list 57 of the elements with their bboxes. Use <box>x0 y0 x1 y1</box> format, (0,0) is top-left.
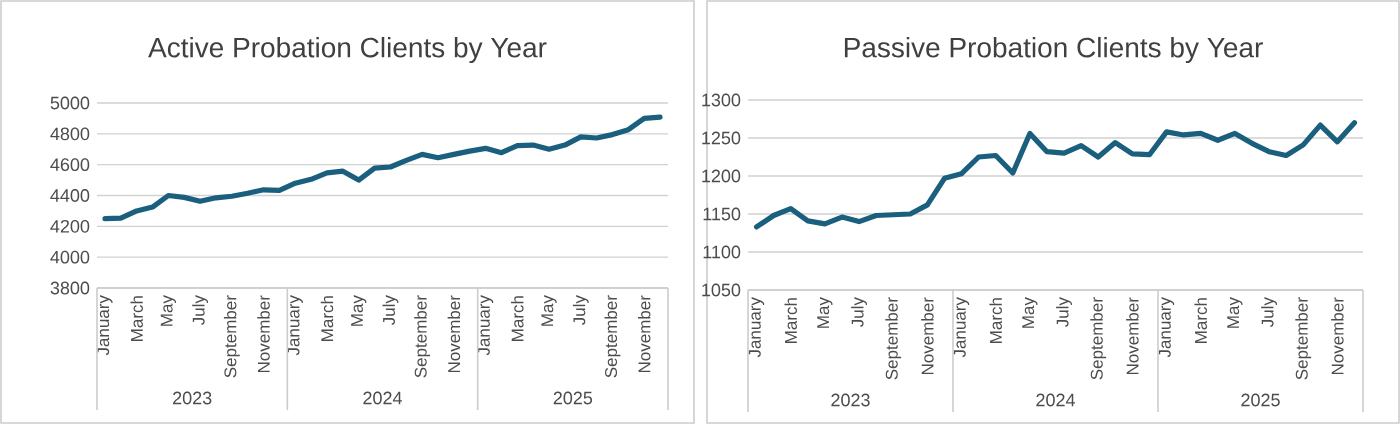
x-tick-label: September <box>414 295 431 378</box>
chart-title: Active Probation Clients by Year <box>148 36 547 64</box>
x-tick-label: July <box>1056 297 1072 328</box>
text: 2025 <box>1241 393 1280 407</box>
chart-title: Passive Probation Clients by Year <box>844 36 1263 64</box>
x-tick-label: March <box>511 296 524 341</box>
text: 2024 <box>363 391 402 405</box>
y-tick-label: 1300 <box>702 93 741 107</box>
x-tick-label: January <box>748 297 765 358</box>
x-tick-label: January <box>287 295 303 356</box>
text: 2025 <box>553 391 593 405</box>
x-tick-label: January <box>477 295 494 356</box>
x-tick-label: November <box>1331 297 1344 375</box>
x-tick-label: November <box>447 295 461 373</box>
x-tick-label: November <box>1126 297 1139 375</box>
x-tick-label: September <box>223 295 240 378</box>
y-tick-label: 1150 <box>703 207 741 221</box>
x-tick-label: May <box>160 295 176 326</box>
x-tick-label: July <box>851 297 867 328</box>
x-tick-label: September <box>1090 297 1107 380</box>
y-tick-label: 4000 <box>50 250 90 264</box>
x-tick-label: May <box>817 297 833 328</box>
y-tick-label: 3800 <box>50 281 90 295</box>
y-tick-label: 4400 <box>50 189 90 202</box>
x-tick-label: March <box>1194 298 1207 343</box>
y-tick-label: 4600 <box>50 158 90 172</box>
y-tick-label: 1250 <box>702 131 741 145</box>
x-tick-label: March <box>320 296 334 341</box>
x-tick-label: July <box>572 295 589 326</box>
x-tick-label: March <box>989 298 1002 343</box>
x-tick-label: May <box>541 295 557 326</box>
x-tick-label: January <box>953 297 970 358</box>
text: 2023 <box>173 391 212 405</box>
x-tick-label: September <box>885 297 902 380</box>
x-tick-label: July <box>1261 297 1277 328</box>
x-tick-label: July <box>382 295 399 326</box>
x-tick-label: May <box>1022 297 1038 328</box>
y-tick-label: 4800 <box>50 127 90 141</box>
x-tick-label: January <box>1158 297 1175 358</box>
y-tick-label: 4200 <box>50 219 90 233</box>
y-tick-label: 1100 <box>703 245 741 259</box>
x-tick-label: May <box>1227 297 1243 328</box>
text: 2023 <box>831 393 870 407</box>
y-tick-label: 5000 <box>50 96 90 110</box>
y-tick-label: 1200 <box>702 169 741 183</box>
y-tick-label: 1050 <box>702 283 741 297</box>
x-tick-label: July <box>192 295 209 326</box>
x-tick-label: September <box>604 295 621 378</box>
x-tick-label: September <box>1295 297 1312 380</box>
x-tick-label: November <box>257 295 270 373</box>
x-tick-label: March <box>784 298 797 343</box>
x-tick-label: March <box>130 296 143 341</box>
x-tick-label: May <box>351 295 367 326</box>
x-tick-label: January <box>97 295 113 356</box>
x-tick-label: November <box>921 297 934 375</box>
x-tick-label: November <box>637 295 651 373</box>
text: 2024 <box>1036 393 1075 407</box>
